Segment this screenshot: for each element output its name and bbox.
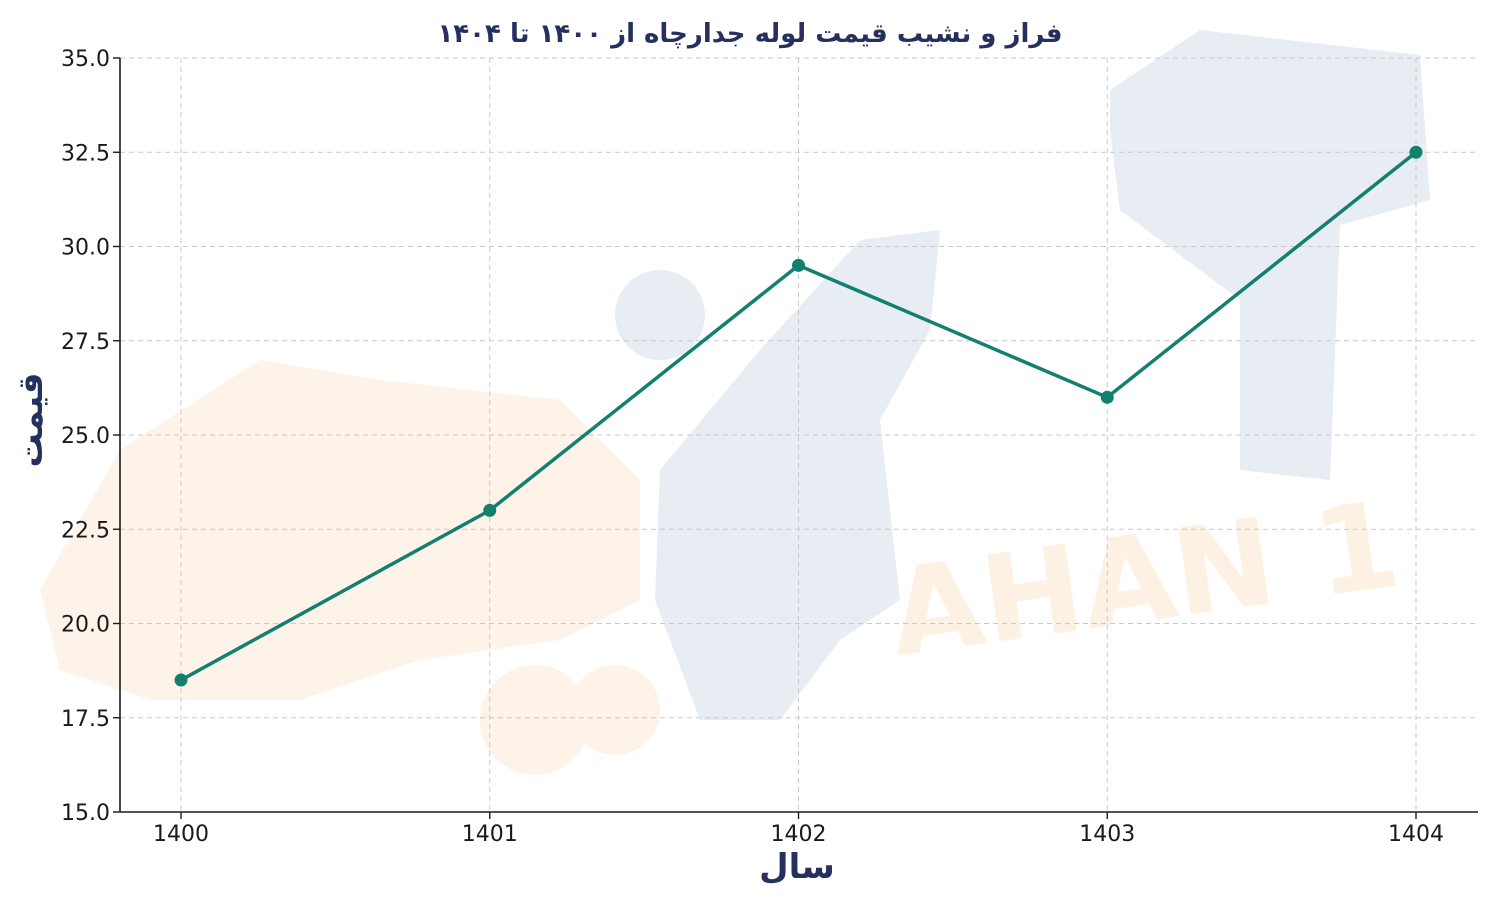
data-point <box>1100 390 1114 404</box>
watermark-orange-dot <box>480 665 590 775</box>
watermark-orange-shape <box>40 360 640 700</box>
y-tick-label: 32.5 <box>61 141 110 166</box>
y-tick-label: 17.5 <box>61 707 110 732</box>
y-tick-label: 27.5 <box>61 330 110 355</box>
x-axis-label: سال <box>759 847 835 887</box>
y-tick-label: 22.5 <box>61 518 110 543</box>
x-axis-ticks: 1400 1401 1402 1403 1404 <box>153 812 1444 847</box>
x-tick-label: 1401 <box>462 822 518 847</box>
y-tick-label: 20.0 <box>61 613 110 638</box>
watermark-orange-dot-2 <box>570 665 660 755</box>
grid-lines <box>120 57 1478 812</box>
chart-title: فراز و نشیب قیمت لوله جدارچاه از ۱۴۰۰ تا… <box>437 19 1062 49</box>
x-tick-label: 1400 <box>153 822 209 847</box>
y-tick-label: 35.0 <box>61 47 110 72</box>
watermark-blue-dot <box>615 270 705 360</box>
data-point <box>792 258 805 272</box>
watermark-blue-shape-2 <box>655 230 940 720</box>
x-tick-label: 1402 <box>771 822 827 847</box>
data-point <box>1409 145 1423 159</box>
watermark-logo: AHAN 1 <box>40 30 1430 775</box>
data-point <box>483 503 497 517</box>
x-tick-label: 1403 <box>1079 822 1135 847</box>
series <box>174 145 1423 687</box>
watermark-blue-shape <box>1110 30 1430 480</box>
x-tick-label: 1404 <box>1388 822 1444 847</box>
y-tick-label: 15.0 <box>61 801 110 826</box>
y-tick-label: 25.0 <box>61 424 110 449</box>
data-point <box>174 673 188 687</box>
watermark-text: AHAN 1 <box>881 475 1407 684</box>
y-axis-ticks: 15.0 17.5 20.0 22.5 25.0 27.5 30.0 32.5 35.0 <box>61 47 120 826</box>
y-tick-label: 30.0 <box>61 236 110 261</box>
y-axis-label: قیمت <box>11 373 51 468</box>
